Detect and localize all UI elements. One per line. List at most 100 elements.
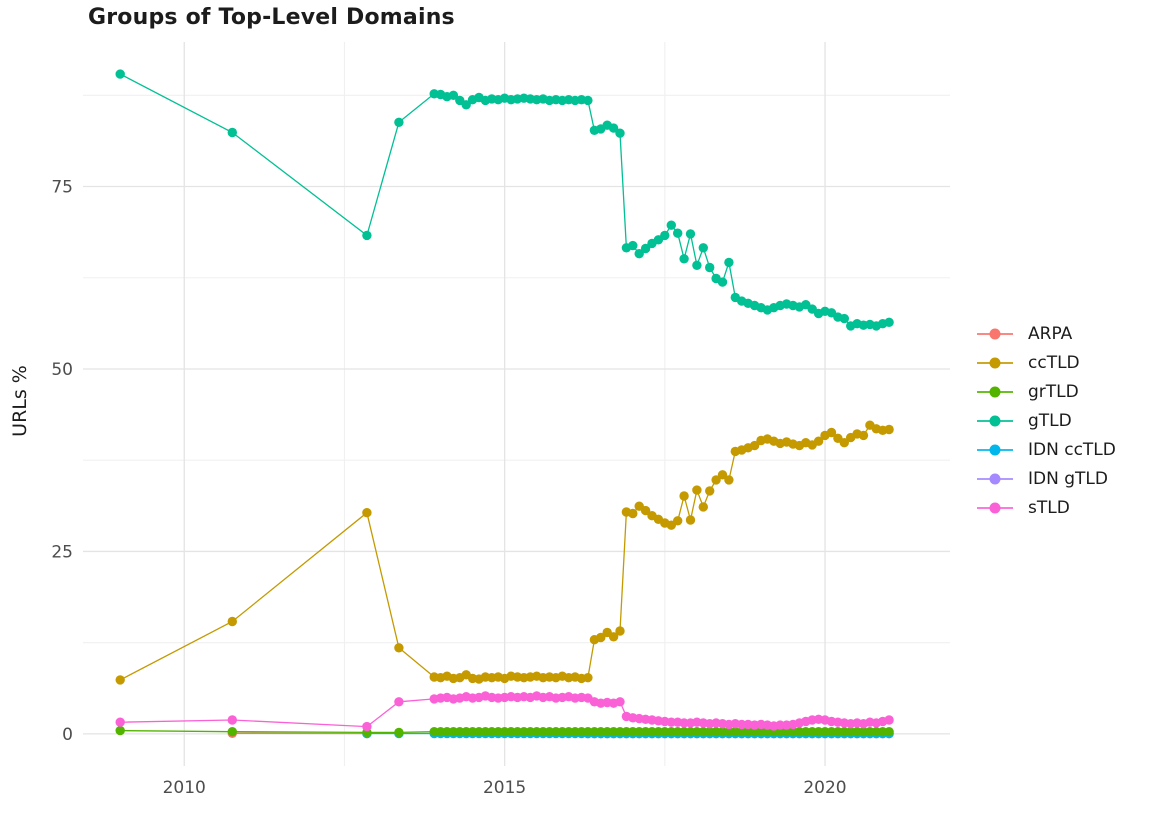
data-point <box>448 90 459 101</box>
data-point <box>583 95 593 106</box>
legend-key-icon <box>977 469 1013 489</box>
data-point <box>394 117 404 128</box>
data-point <box>628 240 638 251</box>
data-point <box>461 100 471 110</box>
legend-label: gTLD <box>1028 410 1072 431</box>
data-point <box>227 127 237 138</box>
legend-label: IDN ccTLD <box>1028 439 1116 460</box>
data-point <box>858 430 869 441</box>
legend-key-icon <box>977 353 1013 373</box>
data-point <box>362 721 372 732</box>
data-point <box>711 475 721 485</box>
data-point <box>394 643 404 653</box>
data-point <box>685 515 696 525</box>
chart-title: Groups of Top-Level Domains <box>88 5 455 30</box>
data-point <box>583 673 593 683</box>
data-point <box>362 230 372 241</box>
legend-label: IDN gTLD <box>1028 468 1108 489</box>
data-point <box>115 69 125 79</box>
legend-item-IDN-ccTLD: IDN ccTLD <box>977 435 1116 464</box>
data-point <box>717 470 728 480</box>
series-gTLD <box>115 69 894 331</box>
data-point <box>666 220 676 230</box>
data-point <box>660 230 670 241</box>
data-point <box>692 485 702 495</box>
data-point <box>583 727 593 737</box>
data-point <box>673 228 683 238</box>
data-point <box>227 616 237 627</box>
data-point <box>679 254 689 264</box>
data-point <box>717 277 728 287</box>
data-point <box>705 486 715 496</box>
legend-item-IDN-gTLD: IDN gTLD <box>977 464 1116 493</box>
data-point <box>608 632 619 642</box>
data-point <box>839 438 849 448</box>
data-point <box>499 727 510 737</box>
data-point <box>608 123 619 133</box>
series-ccTLD <box>115 420 894 685</box>
data-point <box>705 262 715 273</box>
y-tick-label: 75 <box>51 178 73 198</box>
data-point <box>394 727 404 738</box>
legend-key-icon <box>977 382 1013 402</box>
data-point <box>839 313 849 324</box>
legend-item-ccTLD: ccTLD <box>977 348 1116 377</box>
legend-item-grTLD: grTLD <box>977 377 1116 406</box>
series-sTLD <box>115 691 894 732</box>
data-point <box>820 727 830 737</box>
legend: ARPA ccTLD grTLD gTLD IDN ccTLD IDN gTLD sTLD <box>977 319 1116 522</box>
data-point <box>724 257 734 268</box>
data-point <box>884 317 894 327</box>
data-point <box>615 128 625 138</box>
legend-item-gTLD: gTLD <box>977 406 1116 435</box>
data-point <box>227 715 237 725</box>
legend-label: sTLD <box>1028 497 1070 518</box>
legend-item-sTLD: sTLD <box>977 493 1116 522</box>
legend-key-icon <box>977 440 1013 460</box>
gridlines-major <box>83 42 950 766</box>
legend-key-icon <box>977 411 1013 431</box>
data-point <box>698 502 708 512</box>
x-tick-labels: 2010 2015 2020 <box>163 778 847 798</box>
data-point <box>394 697 404 707</box>
data-point <box>743 727 753 737</box>
data-point <box>698 243 708 253</box>
data-point <box>628 508 638 519</box>
data-point <box>596 632 606 643</box>
data-point <box>826 427 837 438</box>
series-grTLD <box>115 725 894 738</box>
data-point <box>634 249 644 259</box>
data-point <box>660 727 670 737</box>
data-point <box>640 505 651 516</box>
legend-item-ARPA: ARPA <box>977 319 1116 348</box>
y-tick-label: 50 <box>51 360 73 380</box>
data-point <box>692 260 702 270</box>
series-ARPA <box>227 728 372 739</box>
data-point <box>884 727 894 737</box>
data-point <box>115 675 125 685</box>
data-point <box>615 697 625 707</box>
y-tick-labels: 0 25 50 75 <box>51 178 73 745</box>
data-point <box>362 508 372 518</box>
data-point <box>115 717 125 727</box>
legend-label: ccTLD <box>1028 352 1080 373</box>
legend-key-icon <box>977 498 1013 518</box>
gridlines-minor <box>83 42 950 766</box>
data-point <box>749 440 760 451</box>
data-point <box>615 626 625 636</box>
data-point <box>673 516 683 526</box>
data-point <box>884 715 894 725</box>
data-point <box>884 424 894 435</box>
data-point <box>115 725 125 736</box>
x-tick-label: 2010 <box>163 778 206 798</box>
data-point <box>724 475 734 485</box>
data-point <box>679 491 689 501</box>
data-point <box>685 229 696 239</box>
x-tick-label: 2020 <box>803 778 846 798</box>
data-point <box>640 243 651 254</box>
data-point <box>813 436 824 446</box>
legend-key-icon <box>977 324 1013 344</box>
y-tick-label: 0 <box>62 725 73 745</box>
data-point <box>227 727 237 737</box>
